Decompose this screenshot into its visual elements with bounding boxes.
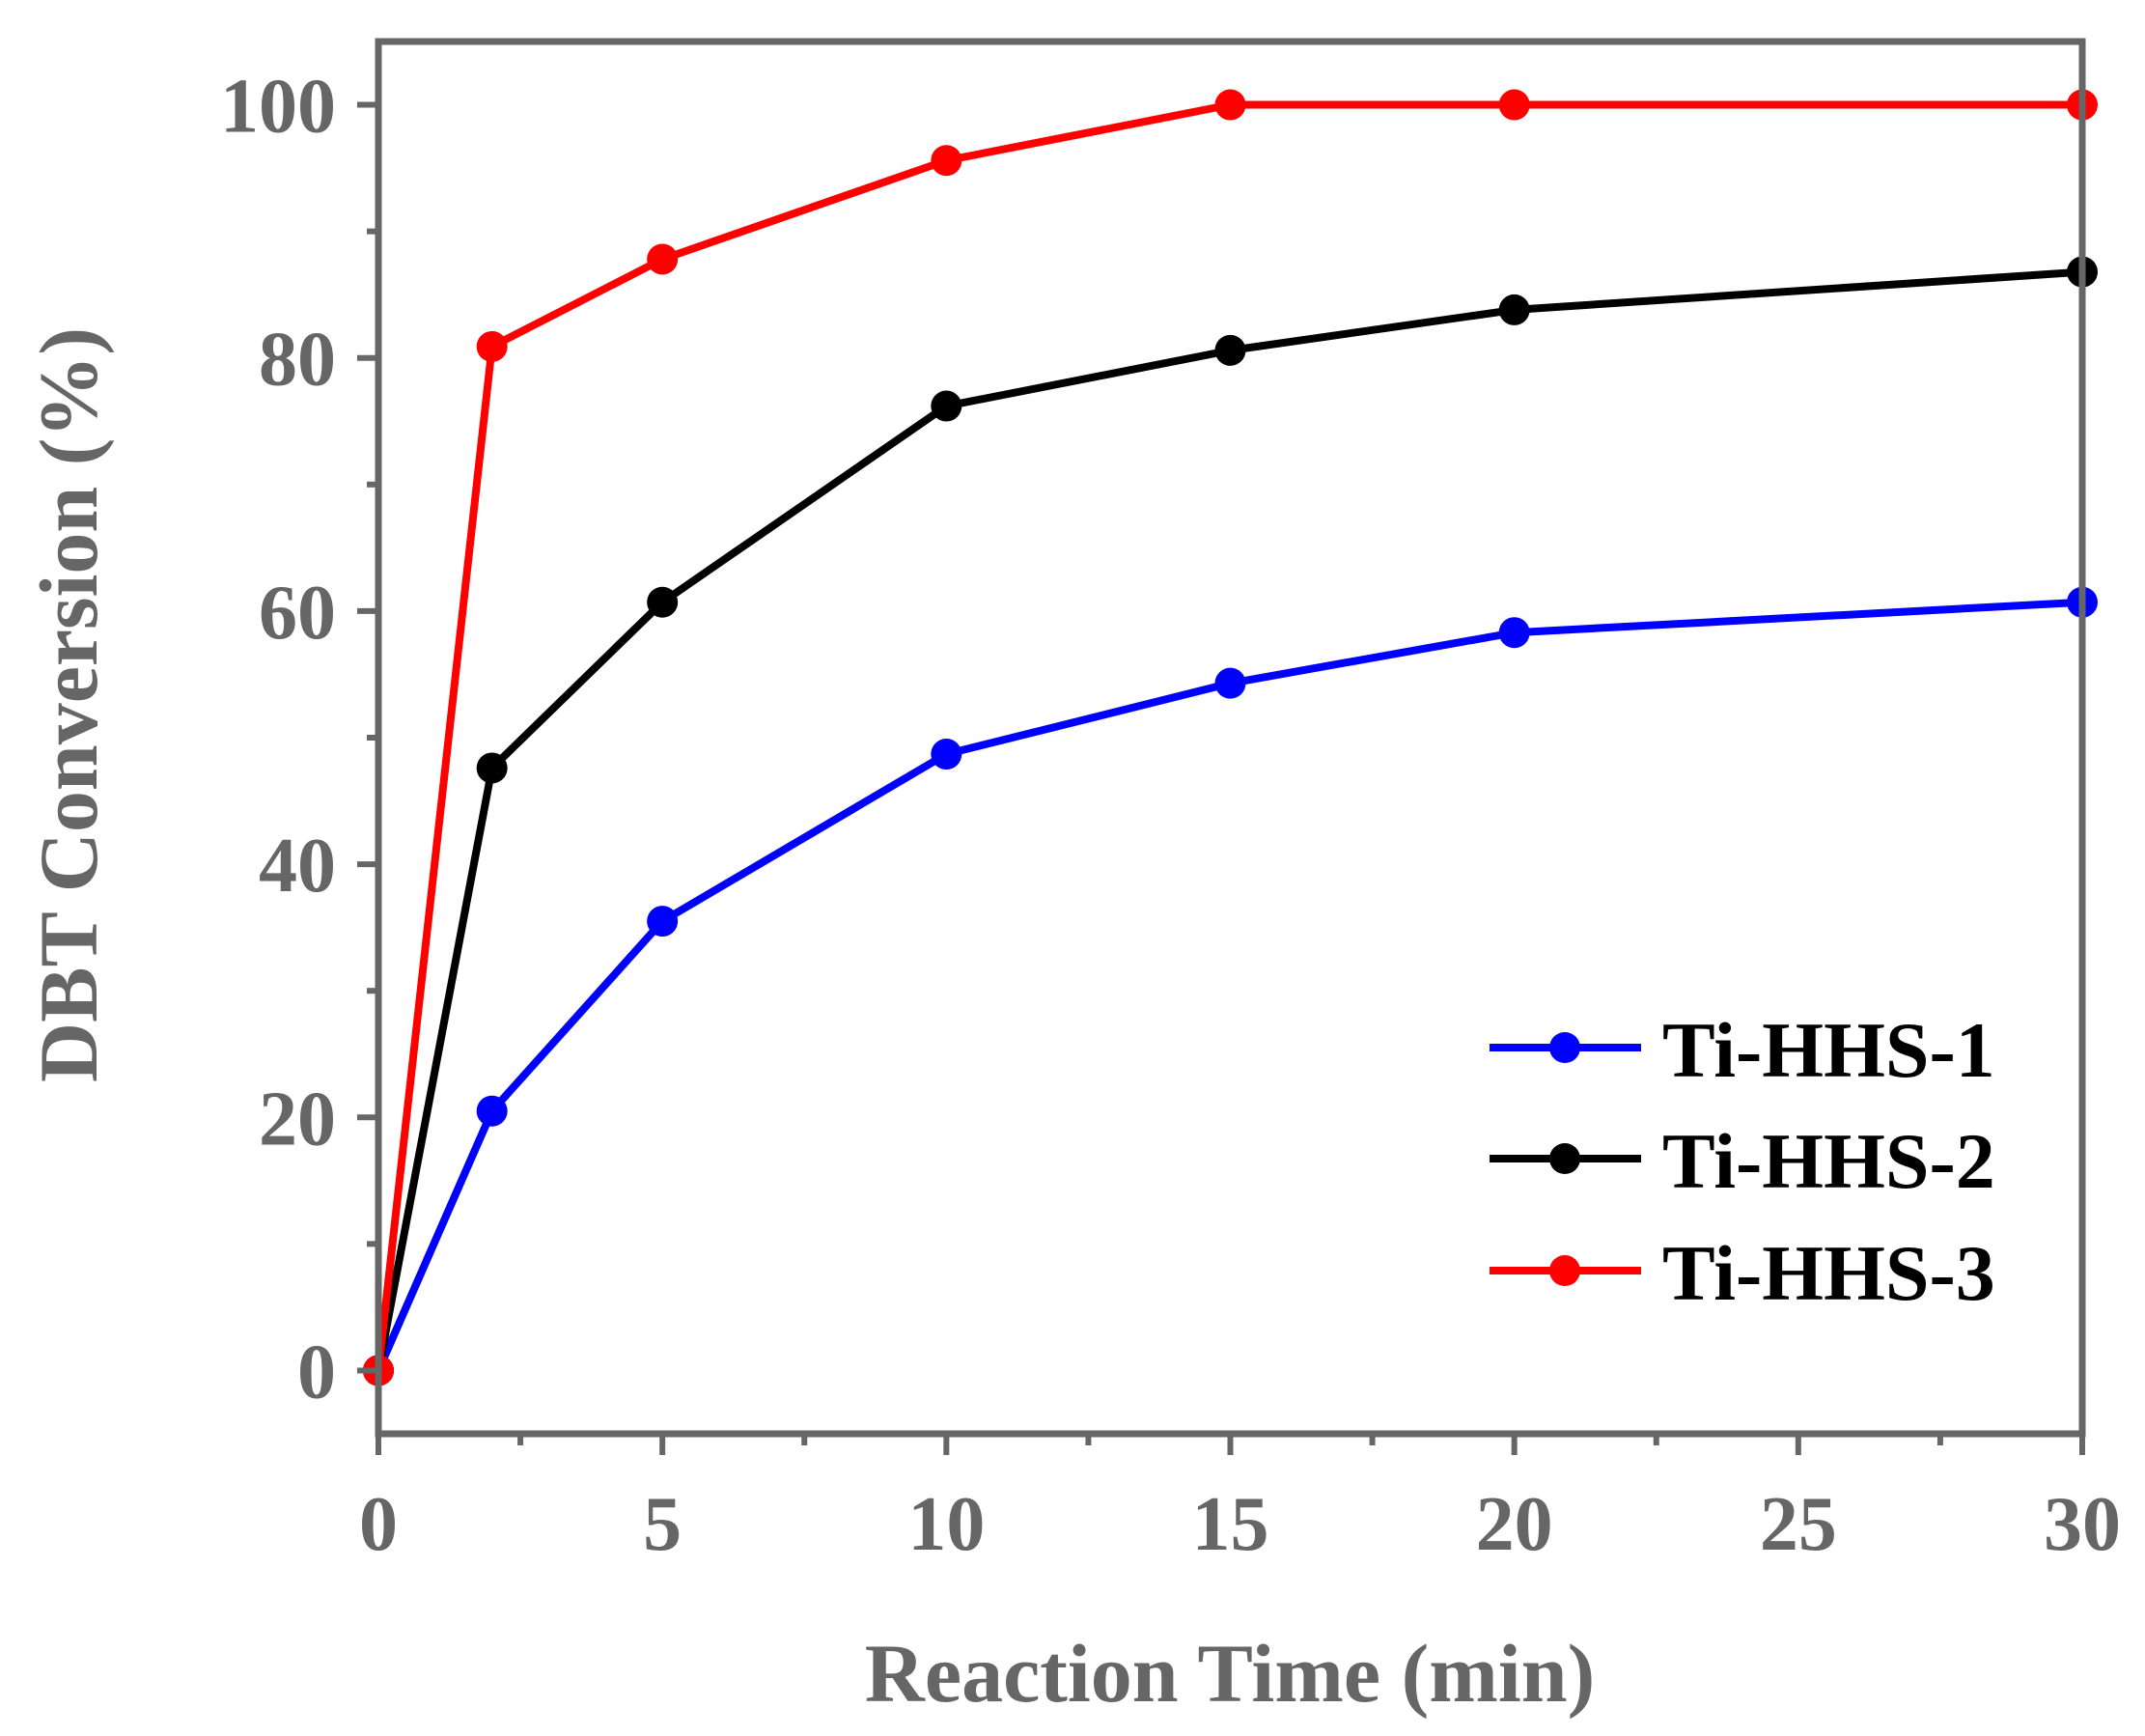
data-point [931,145,962,177]
x-tick-label: 10 [907,1482,985,1567]
legend-label: Ti-HHS-1 [1662,1006,1995,1094]
data-point [476,330,508,362]
x-tick-label: 0 [359,1482,398,1567]
x-tick-label: 20 [1476,1482,1553,1567]
legend-marker [1549,1032,1580,1063]
data-point [931,739,962,770]
x-tick-label: 15 [1192,1482,1269,1567]
legend-item-2: Ti-HHS-2 [1490,1117,1995,1205]
data-point [476,1095,508,1127]
legend-marker [1549,1255,1580,1286]
ticks-layer: 0 5 10 15 20 25 30 0 20 40 60 80 100 [220,65,2121,1567]
data-point [1214,667,1246,699]
y-tick-label: 100 [220,65,336,150]
legend-marker [1549,1143,1580,1174]
legend-item-1: Ti-HHS-1 [1490,1006,1995,1094]
series-3 [363,89,2098,1386]
y-tick-label: 80 [259,318,336,403]
y-tick-label: 0 [297,1330,336,1414]
y-tick-label: 60 [259,571,336,656]
series-line [375,267,2083,1372]
data-point [647,243,679,275]
data-point [1498,617,1530,649]
legend-label: Ti-HHS-3 [1662,1229,1995,1317]
data-point [1214,89,1246,121]
legend-item-3: Ti-HHS-3 [1490,1229,1995,1317]
y-tick-label: 40 [259,824,336,909]
data-point [931,390,962,422]
data-point [1498,89,1530,121]
data-point [476,752,508,784]
data-point [1214,334,1246,366]
data-point [647,906,679,938]
legend-label: Ti-HHS-2 [1662,1117,1995,1205]
y-axis-label: DBT Conversion (%) [22,327,115,1082]
y-tick-label: 20 [259,1077,336,1162]
data-point [1498,294,1530,325]
x-tick-label: 25 [1760,1482,1837,1567]
series-2 [363,256,2098,1386]
x-axis-label: Reaction Time (min) [865,1627,1595,1720]
x-tick-label: 5 [643,1482,682,1567]
data-point [647,586,679,618]
plot-frame [375,38,2086,1438]
legend: Ti-HHS-1 Ti-HHS-2 Ti-HHS-3 [1490,1006,1995,1317]
x-tick-label: 30 [2044,1482,2121,1567]
